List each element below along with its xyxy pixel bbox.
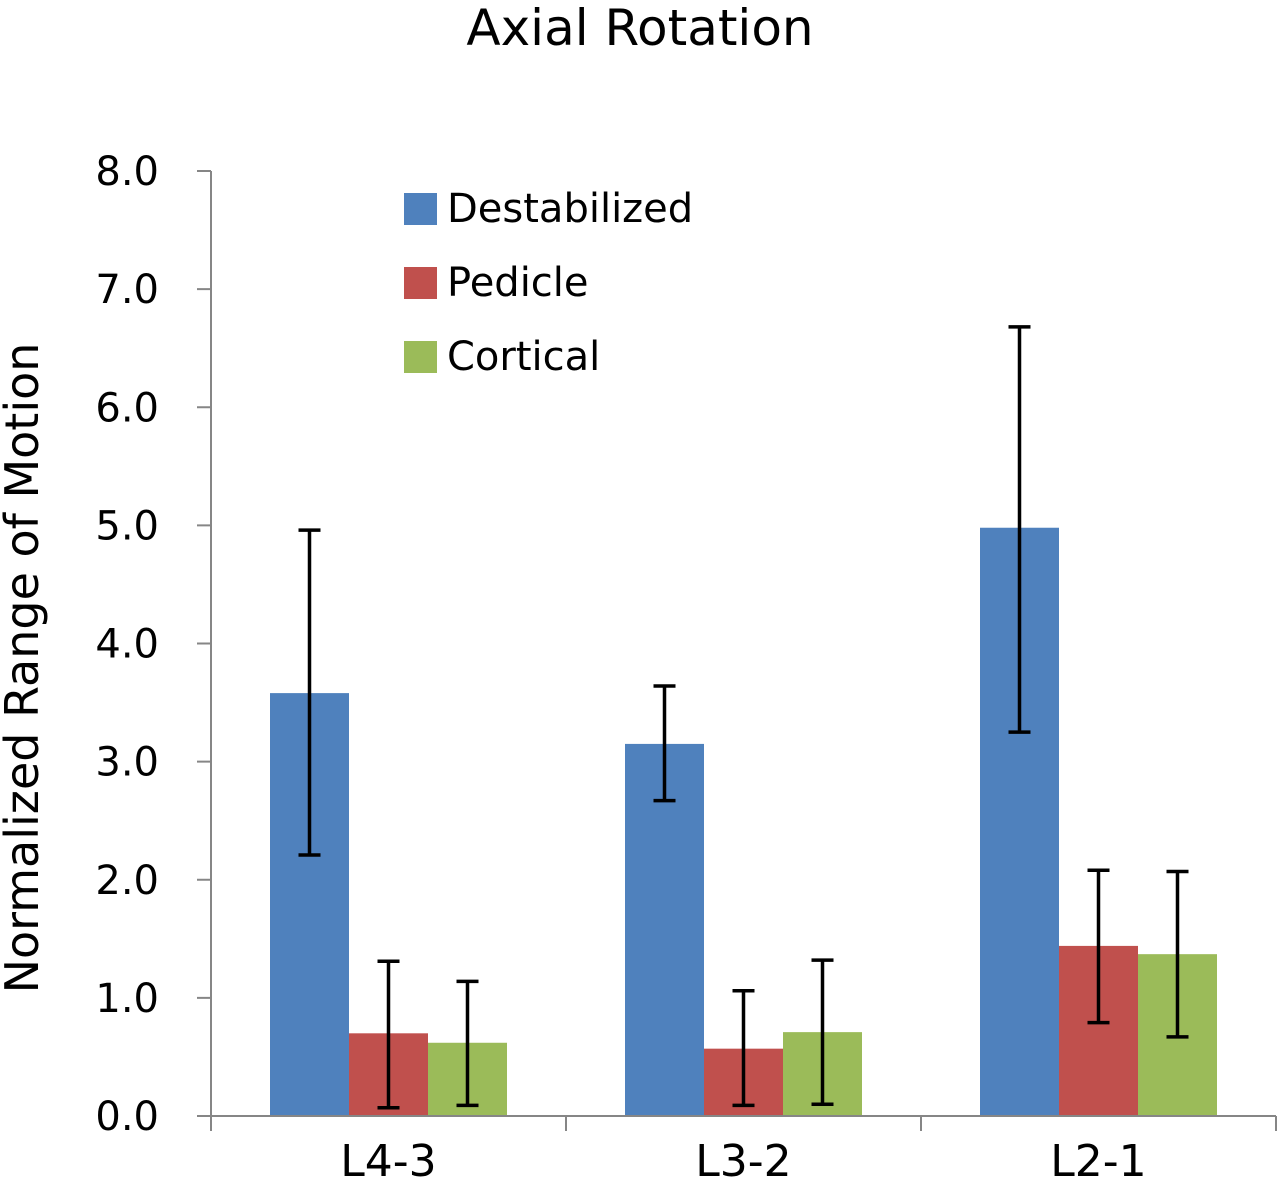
error-bar-pedicle-l3-2	[732, 989, 755, 1108]
y-tick-label: 5.0	[95, 503, 159, 549]
legend-swatch	[404, 193, 437, 225]
legend-label: Cortical	[447, 334, 600, 380]
error-bar-pedicle-l2-1	[1087, 868, 1110, 1025]
chart-title: Axial Rotation	[466, 0, 814, 57]
y-tick-label: 1.0	[95, 976, 159, 1022]
bar-destabilized-l3-2	[625, 743, 704, 1116]
legend-item-destabilized: Destabilized	[404, 186, 693, 232]
x-tick-label: L3-2	[695, 1136, 791, 1187]
legend: Destabilized Pedicle Cortical	[404, 186, 693, 380]
x-tick-label: L2-1	[1050, 1136, 1146, 1187]
error-bar-pedicle-l4-3	[377, 959, 400, 1110]
error-bar-cortical-l2-1	[1166, 869, 1189, 1039]
legend-item-pedicle: Pedicle	[404, 260, 589, 306]
error-bar-cortical-l3-2	[811, 958, 834, 1106]
legend-swatch	[404, 341, 437, 373]
error-bar-cortical-l4-3	[456, 979, 479, 1108]
error-bars-layer	[298, 325, 1189, 1110]
legend-item-cortical: Cortical	[404, 334, 600, 380]
legend-swatch	[404, 267, 437, 299]
axes-layer: 0.0 1.0 2.0 3.0 4.0 5.0 6.0 7.0 8.0 L4-3 L3-2 L2-1	[95, 149, 1277, 1187]
y-tick-label: 6.0	[95, 385, 159, 431]
x-tick-label: L4-3	[340, 1136, 436, 1187]
error-bar-destabilized-l4-3	[298, 528, 321, 857]
y-tick-label: 8.0	[95, 149, 159, 195]
legend-label: Destabilized	[447, 186, 693, 232]
y-tick-label: 0.0	[95, 1094, 159, 1140]
error-bar-destabilized-l2-1	[1008, 325, 1031, 734]
bars-layer	[270, 527, 1217, 1116]
y-tick-label: 7.0	[95, 267, 159, 313]
y-tick-label: 2.0	[95, 858, 159, 904]
legend-label: Pedicle	[447, 260, 589, 306]
error-bar-destabilized-l3-2	[653, 684, 676, 803]
y-tick-label: 3.0	[95, 740, 159, 786]
y-tick-label: 4.0	[95, 622, 159, 668]
